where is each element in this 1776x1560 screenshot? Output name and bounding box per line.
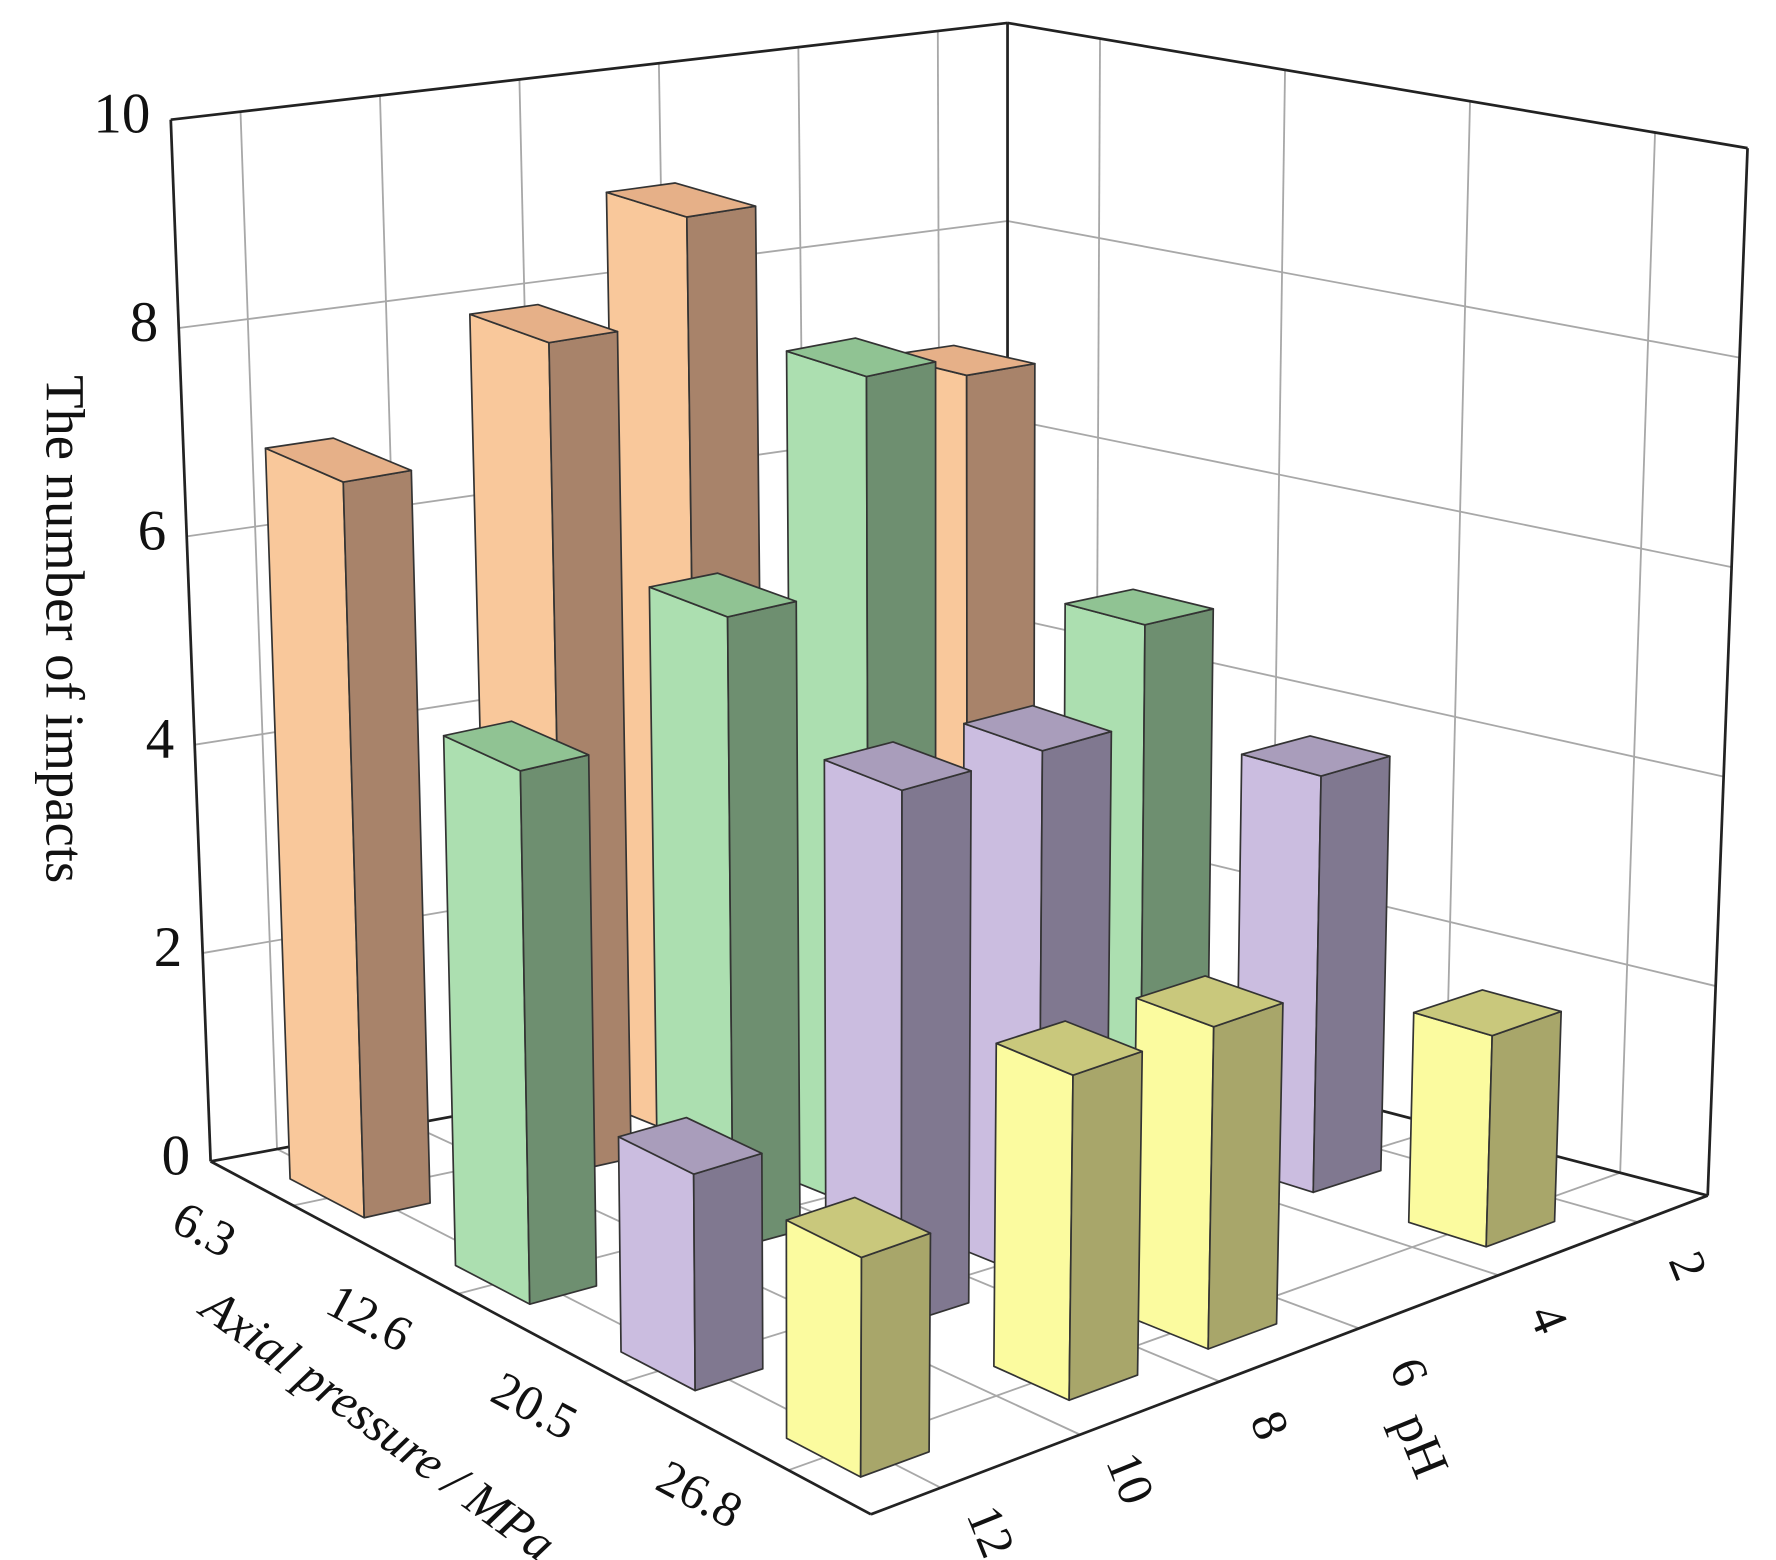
z-tick-label: 2 — [154, 916, 182, 979]
x-tick-label: 6.3 — [164, 1190, 246, 1269]
bar-face — [264, 437, 413, 483]
bar-face — [785, 1219, 863, 1478]
bar-face — [1412, 989, 1563, 1037]
grid-line — [178, 220, 1008, 329]
bars — [264, 182, 1563, 1478]
z-axis-title: The number of impacts — [35, 375, 96, 883]
bar-face — [1240, 735, 1391, 777]
bar — [648, 572, 801, 1250]
y-tick-label: 4 — [1518, 1297, 1579, 1341]
bar-face — [519, 754, 598, 1306]
bar — [823, 741, 972, 1326]
bar-face — [885, 344, 1036, 377]
bar-face — [442, 720, 590, 772]
grid-line — [1007, 220, 1740, 359]
axis-frame — [169, 119, 212, 1162]
y-tick-label: 6 — [1379, 1350, 1440, 1394]
y-tick-label: 12 — [956, 1498, 1027, 1560]
bar — [1131, 975, 1284, 1350]
bar-face — [442, 734, 531, 1306]
bar — [785, 1196, 932, 1478]
bar-face — [1485, 1010, 1563, 1248]
bar — [993, 1020, 1144, 1402]
bar-face — [963, 704, 1113, 752]
z-tick-label: 4 — [146, 708, 174, 771]
z-tick-label: 8 — [130, 291, 158, 354]
bar-face — [648, 572, 798, 618]
axis-frame — [1706, 148, 1749, 1196]
bar-face — [785, 1196, 932, 1259]
y-axis-title: pH — [1382, 1405, 1460, 1486]
bar — [264, 437, 431, 1219]
y-tick-label: 8 — [1240, 1403, 1301, 1447]
axis-frame — [209, 1160, 872, 1516]
bar-face — [1312, 755, 1391, 1194]
z-tick-label: 0 — [162, 1124, 190, 1187]
bar-face — [993, 1042, 1074, 1402]
bar-face — [785, 337, 937, 378]
bar-face — [617, 1116, 763, 1175]
bar-face — [692, 1152, 764, 1392]
bar-face — [1064, 588, 1215, 626]
x-tick-label: 12.6 — [318, 1272, 422, 1363]
bar — [442, 720, 598, 1306]
axis-frame — [170, 21, 1008, 122]
bar-face — [995, 1020, 1144, 1077]
grid-line — [1619, 132, 1656, 1173]
bar-face — [859, 1232, 932, 1478]
grid-line — [1444, 101, 1471, 1128]
grid-line — [239, 111, 278, 1150]
axis-frame — [870, 1194, 1709, 1516]
bar-face — [1068, 1050, 1144, 1402]
bar-face — [1207, 1002, 1284, 1350]
grid-line — [1007, 418, 1732, 569]
z-tick-label: 6 — [138, 499, 166, 562]
y-tick-label: 2 — [1658, 1243, 1719, 1287]
bar-face — [605, 182, 757, 218]
bar-face — [617, 1135, 696, 1392]
y-tick-label: 10 — [1095, 1444, 1166, 1511]
bar-face — [1131, 997, 1215, 1350]
axis-frame — [1007, 21, 1748, 150]
bar — [1407, 989, 1563, 1248]
bar-face — [823, 741, 972, 792]
x-tick-label: 26.8 — [648, 1448, 752, 1539]
bar-face — [468, 303, 619, 344]
z-tick-label: 10 — [93, 83, 150, 146]
x-tick-label: 20.5 — [483, 1360, 587, 1451]
bar — [617, 1116, 764, 1392]
bar-face — [1407, 1011, 1494, 1248]
bar-face — [1135, 975, 1284, 1028]
